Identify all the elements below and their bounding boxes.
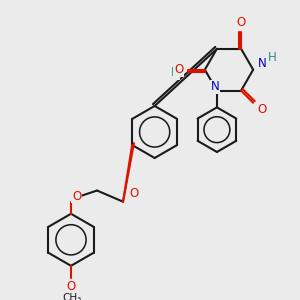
Text: O: O [236, 16, 246, 29]
Text: O: O [72, 190, 81, 202]
Text: CH₃: CH₃ [62, 293, 82, 300]
Text: H: H [170, 66, 179, 79]
Text: O: O [130, 187, 139, 200]
Text: O: O [258, 103, 267, 116]
Text: O: O [66, 280, 76, 293]
Text: N: N [258, 57, 267, 70]
Text: O: O [174, 63, 183, 76]
Text: N: N [211, 80, 219, 93]
Text: H: H [268, 51, 277, 64]
